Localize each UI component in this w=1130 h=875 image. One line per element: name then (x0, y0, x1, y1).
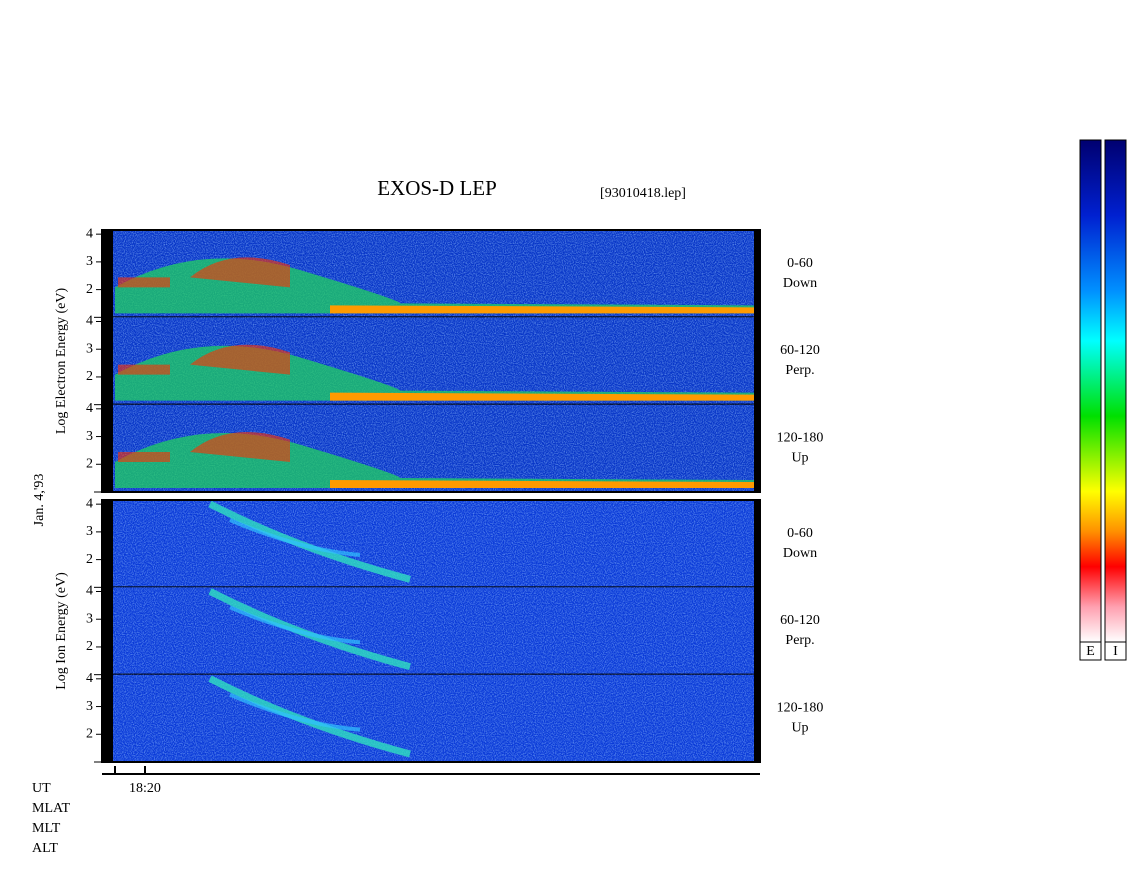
y-tick-label: 4 (86, 226, 93, 241)
y-tick-label: 3 (86, 429, 93, 444)
spectrogram-noise (113, 587, 754, 675)
spectrogram-noise (113, 500, 754, 588)
panel-direction-label: Perp. (785, 633, 814, 648)
y-tick-label: 2 (86, 369, 93, 384)
x-row-label: MLAT (32, 801, 71, 816)
panel-left-strip (102, 587, 113, 675)
panel-right-strip (754, 587, 760, 675)
date-label: Jan. 4,'93 (32, 474, 47, 527)
panel-angle-label: 0-60 (787, 526, 813, 541)
colorbar-label-box (1104, 641, 1127, 661)
y-tick-label: 4 (86, 314, 93, 329)
panel-direction-label: Down (783, 546, 817, 561)
y-tick-label: 4 (86, 496, 93, 511)
y-axis-label: Log Electron Energy (eV) (54, 288, 69, 435)
panel-right-strip (754, 674, 760, 762)
y-tick-label: 2 (86, 552, 93, 567)
y-tick-label: 2 (86, 726, 93, 741)
colorbar-label: E (1086, 644, 1095, 659)
y-tick-label: 3 (86, 524, 93, 539)
panel-right-strip (754, 500, 760, 588)
y-tick-label: 2 (86, 639, 93, 654)
panel-angle-label: 120-180 (777, 701, 824, 716)
panel-direction-label: Down (783, 276, 817, 291)
y-tick-label: 2 (86, 456, 93, 471)
panel-direction-label: Up (791, 451, 808, 466)
colorbar-label: I (1113, 644, 1118, 659)
spectrogram-band (229, 692, 361, 732)
spectrogram-band (330, 392, 754, 401)
x-row-label: UT (32, 781, 51, 796)
y-axis-label: Log Ion Energy (eV) (54, 572, 69, 690)
spectrogram-band (190, 344, 290, 375)
spectrogram-band (118, 364, 170, 375)
y-tick-label: 3 (86, 341, 93, 356)
y-tick-label: 2 (86, 282, 93, 297)
panel-direction-label: Up (791, 721, 808, 736)
y-tick-label: 4 (86, 671, 93, 686)
panel-angle-label: 60-120 (780, 343, 820, 358)
chart-title: EXOS-D LEP (377, 176, 497, 200)
y-tick-label: 4 (86, 584, 93, 599)
colorbar (1104, 139, 1127, 643)
spectrogram-band (190, 257, 290, 288)
colorbar (1079, 139, 1102, 643)
spectrogram-noise (113, 674, 754, 762)
panel-angle-label: 0-60 (787, 256, 813, 271)
panel-right-strip (754, 317, 760, 405)
panel-left-strip (102, 500, 113, 588)
chart-subtitle: [93010418.lep] (600, 186, 686, 201)
panel-left-strip (102, 230, 113, 318)
spectrogram-band (330, 305, 754, 314)
y-tick-label: 4 (86, 401, 93, 416)
group-frame (101, 499, 761, 763)
y-tick-label: 3 (86, 611, 93, 626)
panel-angle-label: 120-180 (777, 431, 824, 446)
panel-angle-label: 60-120 (780, 613, 820, 628)
panel-left-strip (102, 674, 113, 762)
spectrogram-band (118, 277, 170, 288)
colorbar-label-box (1079, 641, 1102, 661)
y-tick-label: 3 (86, 699, 93, 714)
y-tick-label: 3 (86, 254, 93, 269)
spectrogram-band (190, 432, 290, 462)
group-frame (101, 229, 761, 493)
spectrogram-band (229, 518, 361, 557)
panel-left-strip (102, 317, 113, 405)
spectrogram-band (118, 452, 170, 462)
panel-left-strip (102, 404, 113, 492)
panel-right-strip (754, 404, 760, 492)
x-row-label: MLT (32, 821, 61, 836)
panel-right-strip (754, 230, 760, 318)
spectrogram-band (229, 605, 361, 645)
x-tick-label: 18:20 (129, 781, 161, 796)
panel-direction-label: Perp. (785, 363, 814, 378)
x-row-label: ALT (32, 841, 58, 856)
spectrogram-band (330, 480, 754, 488)
